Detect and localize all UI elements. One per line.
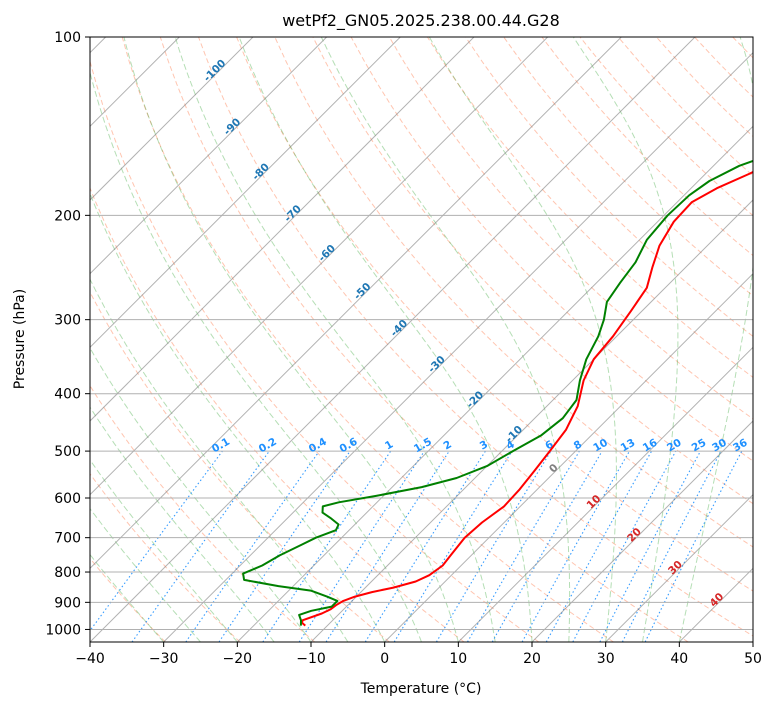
y-tick-label: 800 <box>54 565 81 581</box>
y-axis-title: Pressure (hPa) <box>12 289 28 389</box>
mixing-ratio-line <box>185 450 320 642</box>
mixing-ratio-line <box>218 450 351 642</box>
y-tick-label: 500 <box>54 444 81 460</box>
isotherm-line <box>384 272 753 642</box>
isotherm-line <box>310 199 753 642</box>
moist-adiabat <box>678 37 753 642</box>
moist-adiabat <box>90 459 238 642</box>
dry-adiabat <box>90 291 390 642</box>
mixing-ratio-line <box>262 450 392 642</box>
y-tick-label: 200 <box>54 208 81 224</box>
y-tick-label: 900 <box>54 595 81 611</box>
y-tick-label: 100 <box>54 30 81 46</box>
x-tick-label: 50 <box>744 651 762 667</box>
isotherm-line <box>236 125 753 642</box>
dry-adiabat <box>90 59 540 642</box>
sounding-profiles <box>242 159 753 627</box>
mixing-ratio-line <box>298 450 425 642</box>
mixing-ratio-line <box>131 450 270 642</box>
dry-adiabat <box>90 472 241 642</box>
moist-adiabat <box>90 406 275 642</box>
mixing-ratio-line <box>325 450 450 642</box>
isotherm-line <box>90 37 401 349</box>
y-tick-label: 700 <box>54 531 81 547</box>
moist-adiabat <box>90 507 201 642</box>
y-tick-label: 1000 <box>45 622 81 638</box>
moist-adiabat <box>90 278 349 642</box>
isotherm-line <box>531 420 753 642</box>
x-tick-label: 0 <box>380 651 389 667</box>
moist-adiabat <box>90 70 422 642</box>
plot-frame <box>89 36 754 643</box>
axes: −40 −30 −20 −10 0 10 20 30 40 50 1000 900 800 700 600 5… <box>45 30 762 667</box>
moist-adiabat <box>90 347 312 642</box>
isotherm-line <box>90 37 328 275</box>
isotherm-line <box>163 51 753 642</box>
moist-adiabat <box>572 37 679 642</box>
dry-adiabat <box>274 37 753 548</box>
moist-adiabat <box>123 37 459 642</box>
mixing-ratio-line <box>521 450 630 642</box>
background-lines <box>90 37 753 642</box>
x-tick-label: −30 <box>149 651 179 667</box>
mixing-ratio-line <box>644 450 743 642</box>
isotherm-line <box>605 493 753 642</box>
dry-adiabat <box>198 37 753 637</box>
isotherm-line <box>90 37 475 422</box>
dry-adiabat <box>159 37 689 642</box>
x-tick-label: 30 <box>597 651 615 667</box>
mixing-ratio-line <box>545 450 653 642</box>
x-tick-label: −10 <box>296 651 326 667</box>
isotherm-line <box>457 346 753 642</box>
moist-adiabat <box>238 37 533 642</box>
moist-adiabat <box>90 192 386 642</box>
dewpoint-profile-line <box>242 159 753 626</box>
x-axis-title: Temperature (°C) <box>360 681 482 697</box>
dry-adiabat <box>90 186 465 642</box>
x-tick-label: −20 <box>223 651 253 667</box>
moist-adiabat <box>174 37 496 642</box>
dry-adiabat <box>90 557 166 642</box>
dry-adiabat <box>236 37 753 592</box>
x-tick-label: 10 <box>449 651 467 667</box>
mixing-ratio-line <box>90 450 223 632</box>
mixing-ratio-line <box>393 450 513 642</box>
y-tick-label: 400 <box>54 387 81 403</box>
mixing-ratio-line <box>572 450 677 642</box>
isotherm-line <box>90 37 696 642</box>
dry-adiabat <box>121 37 614 642</box>
plot-area <box>90 37 753 642</box>
dry-adiabat <box>90 384 316 642</box>
x-tick-label: −40 <box>75 651 105 667</box>
dry-adiabat <box>426 37 753 378</box>
moist-adiabat <box>90 553 165 642</box>
dry-adiabat <box>503 37 753 297</box>
isotherm-line <box>90 37 549 496</box>
x-tick-label: 40 <box>670 651 688 667</box>
isotherm-line <box>90 37 622 570</box>
moist-adiabat <box>428 37 617 642</box>
y-tick-label: 300 <box>54 313 81 329</box>
moist-adiabat <box>320 37 571 642</box>
temperature-profile-line <box>301 170 753 627</box>
dry-adiabat <box>350 37 753 462</box>
isotherm-line <box>90 37 254 201</box>
x-tick-label: 20 <box>523 651 541 667</box>
chart-title: wetPf2_GN05.2025.238.00.44.G28 <box>282 11 560 31</box>
pressure-gridlines <box>90 37 753 630</box>
y-tick-label: 600 <box>54 491 81 507</box>
